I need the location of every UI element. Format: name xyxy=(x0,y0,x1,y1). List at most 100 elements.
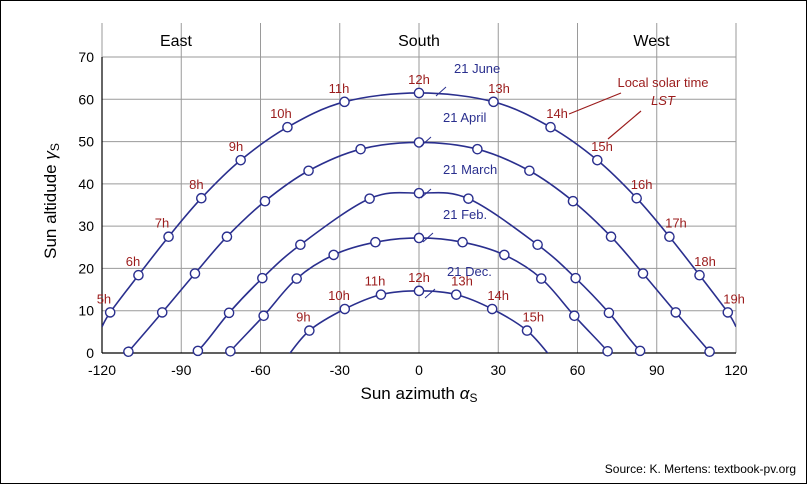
x-tick-label: 120 xyxy=(724,362,748,378)
hour-label: 10h xyxy=(270,106,292,121)
data-point xyxy=(570,272,581,284)
data-point xyxy=(295,239,306,251)
svg-text:Sun altidude γS: Sun altidude γS xyxy=(41,143,62,259)
data-point xyxy=(104,307,116,318)
data-point xyxy=(235,154,246,166)
data-point xyxy=(450,289,462,300)
data-point xyxy=(602,346,613,357)
data-point xyxy=(569,310,580,322)
x-tick-label: 60 xyxy=(570,362,586,378)
data-point xyxy=(413,137,425,148)
data-point xyxy=(605,231,617,243)
x-axis-title-text: Sun azimuth xyxy=(361,384,456,403)
data-point xyxy=(258,310,269,322)
data-point xyxy=(221,231,233,243)
series-label-leader xyxy=(424,288,436,299)
hour-label: 14h xyxy=(546,106,568,121)
series-label: 21 March xyxy=(443,162,497,177)
annotation: Local solar time LST xyxy=(568,75,709,140)
data-point xyxy=(225,346,236,357)
data-point xyxy=(223,307,235,319)
y-tick-label: 60 xyxy=(78,91,94,107)
data-point xyxy=(303,165,314,177)
data-point xyxy=(282,121,293,133)
data-point xyxy=(722,307,734,318)
hour-label: 5h xyxy=(97,291,111,306)
direction-label-west: West xyxy=(633,33,670,50)
series-label: 21 April xyxy=(443,110,486,125)
x-tick-label: 0 xyxy=(415,362,423,378)
direction-label-south: South xyxy=(398,33,440,50)
hour-label: 14h xyxy=(487,288,509,303)
data-point xyxy=(670,307,682,318)
hour-label: 16h xyxy=(631,177,653,192)
hour-label: 15h xyxy=(522,310,544,325)
data-point xyxy=(488,96,499,108)
data-point xyxy=(457,236,468,248)
y-tick-label: 50 xyxy=(78,134,94,150)
hour-label: 18h xyxy=(694,254,716,269)
direction-label-east: East xyxy=(160,33,193,50)
series-label-leader xyxy=(420,188,432,199)
hour-label: 10h xyxy=(328,288,350,303)
data-point xyxy=(463,193,474,204)
y-axis-subscript: S xyxy=(48,143,62,151)
hour-label: 9h xyxy=(229,139,243,154)
data-point xyxy=(603,307,615,319)
series-label-leader xyxy=(420,136,432,147)
data-point xyxy=(163,231,174,243)
y-tick-label: 70 xyxy=(78,49,94,65)
x-tick-label: -90 xyxy=(171,362,191,378)
annotation-arrow-2 xyxy=(607,110,642,140)
data-point xyxy=(304,325,315,336)
data-point xyxy=(413,87,425,99)
data-point xyxy=(364,193,375,204)
labels-group: 21 June 21 April 21 March 21 Feb. 21 Dec. 5h 6… xyxy=(97,61,745,325)
x-tick-label: -30 xyxy=(330,362,350,378)
data-point xyxy=(196,192,207,204)
data-point xyxy=(355,143,366,155)
annotation-line2: LST xyxy=(651,93,676,108)
series-label: 21 Feb. xyxy=(443,207,487,222)
data-point xyxy=(133,269,144,281)
data-point xyxy=(524,165,535,177)
data-point xyxy=(413,187,425,199)
y-axis-symbol: γ xyxy=(41,150,60,160)
data-point xyxy=(192,345,204,357)
hour-label: 13h xyxy=(488,81,510,96)
y-axis-title: Sun altidude γS xyxy=(41,143,62,259)
x-axis-title: Sun azimuth αS xyxy=(361,384,478,405)
data-point xyxy=(472,143,483,155)
data-point xyxy=(664,231,675,243)
data-point xyxy=(328,249,339,261)
data-point xyxy=(156,307,168,318)
y-tick-label: 0 xyxy=(86,345,94,361)
annotation-line1: Local solar time xyxy=(617,75,708,90)
annotation-arrow-1 xyxy=(568,92,622,115)
x-tick-label: -120 xyxy=(88,362,116,378)
series-label: 21 Dec. xyxy=(447,264,492,279)
hour-label: 19h xyxy=(723,291,745,306)
hour-label: 8h xyxy=(189,177,203,192)
data-point xyxy=(634,345,646,357)
y-tick-label: 10 xyxy=(78,303,94,319)
hour-label: 6h xyxy=(126,254,140,269)
data-point xyxy=(532,239,543,251)
y-tick-label: 40 xyxy=(78,176,94,192)
data-point xyxy=(259,195,271,207)
x-tick-label: 90 xyxy=(649,362,665,378)
data-point xyxy=(536,273,547,284)
x-tick-label: -60 xyxy=(250,362,270,378)
data-point xyxy=(704,346,715,358)
data-point xyxy=(545,121,556,133)
hour-label: 12h xyxy=(408,270,430,285)
data-point xyxy=(291,273,302,284)
y-axis-title-text: Sun altidude xyxy=(41,164,60,259)
series-group xyxy=(102,87,736,358)
data-point xyxy=(413,232,425,244)
y-tick-label: 30 xyxy=(78,218,94,234)
series-label-leader xyxy=(422,232,434,243)
x-axis-subscript: S xyxy=(469,391,477,405)
data-point xyxy=(123,346,134,358)
